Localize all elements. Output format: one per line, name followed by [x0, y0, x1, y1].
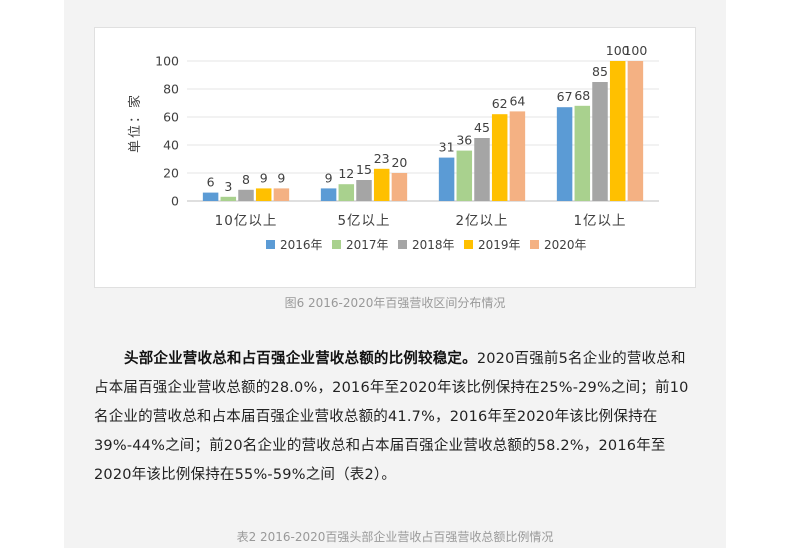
data-label: 45	[474, 120, 490, 135]
bar	[320, 188, 337, 201]
bar	[509, 111, 526, 201]
data-label: 67	[557, 89, 573, 104]
paragraph-text: 2020百强前5名企业的营收总和占本届百强企业营收总额的28.0%，2016年至…	[94, 351, 689, 483]
bars	[202, 61, 644, 201]
legend-swatch	[266, 240, 275, 249]
legend-label: 2017年	[346, 238, 389, 252]
bar	[338, 184, 355, 201]
category-label: 5亿以上	[337, 213, 390, 229]
legend-swatch	[464, 240, 473, 249]
data-label: 31	[439, 140, 455, 155]
x-axis-categories: 10亿以上 5亿以上 2亿以上 1亿以上	[215, 213, 626, 229]
category-label: 10亿以上	[215, 213, 278, 229]
bar	[474, 138, 490, 201]
bar	[592, 82, 608, 201]
legend-swatch	[332, 240, 341, 249]
data-label: 68	[574, 88, 590, 103]
legend-label: 2019年	[478, 238, 521, 252]
bar	[574, 105, 591, 201]
category-label: 2亿以上	[455, 213, 508, 229]
data-label: 9	[260, 170, 268, 185]
legend: 2016年 2017年 2018年 2019年 2020年	[266, 238, 587, 252]
data-label: 23	[374, 151, 390, 166]
data-label: 12	[338, 166, 354, 181]
legend-label: 2020年	[544, 238, 587, 252]
body-paragraph: 头部企业营收总和占百强企业营收总额的比例较稳定。2020百强前5名企业的营收总和…	[94, 345, 700, 490]
legend-label: 2016年	[280, 238, 323, 252]
data-label: 64	[509, 93, 525, 108]
figure-caption: 图6 2016-2020年百强营收区间分布情况	[284, 296, 506, 310]
category-label: 1亿以上	[573, 213, 626, 229]
bar	[456, 150, 473, 201]
bar	[273, 188, 290, 201]
data-label: 100	[623, 43, 647, 58]
bar	[627, 61, 644, 201]
y-tick-label: 60	[163, 110, 179, 125]
bar	[391, 173, 408, 201]
legend-label: 2018年	[412, 238, 455, 252]
bar	[609, 61, 626, 201]
data-label: 100	[606, 43, 630, 58]
bar	[356, 180, 372, 201]
data-label: 62	[492, 96, 508, 111]
data-label: 36	[456, 133, 472, 148]
data-label: 6	[207, 175, 215, 190]
data-label: 9	[277, 170, 285, 185]
data-label: 20	[391, 155, 407, 170]
bar	[202, 192, 219, 201]
y-tick-label: 100	[155, 54, 179, 69]
bar	[373, 168, 390, 201]
data-label: 9	[325, 170, 333, 185]
data-label: 3	[224, 179, 232, 194]
data-label: 15	[356, 162, 372, 177]
y-tick-label: 40	[163, 138, 179, 153]
y-tick-label: 80	[163, 82, 179, 97]
table-caption: 表2 2016-2020百强头部企业营收占百强营收总额比例情况	[236, 530, 554, 544]
y-tick-label: 0	[171, 194, 179, 209]
bar-chart: 0 20 40 60 80 100 6 3 8 9 9 9 12 15 23 20 31 36 45 62 64 67 6…	[94, 27, 696, 288]
y-axis: 0 20 40 60 80 100	[155, 54, 179, 209]
y-tick-label: 20	[163, 166, 179, 181]
legend-swatch	[398, 240, 407, 249]
data-label: 85	[592, 64, 608, 79]
bar	[491, 114, 508, 201]
bar	[220, 196, 237, 201]
data-label: 8	[242, 172, 250, 187]
legend-swatch	[530, 240, 539, 249]
bar	[438, 157, 455, 201]
paragraph-lead: 头部企业营收总和占百强企业营收总额的比例较稳定。	[124, 351, 477, 367]
bar	[556, 107, 573, 201]
y-axis-label: 单位：家	[127, 93, 143, 153]
bar	[255, 188, 272, 201]
bar	[238, 189, 254, 201]
